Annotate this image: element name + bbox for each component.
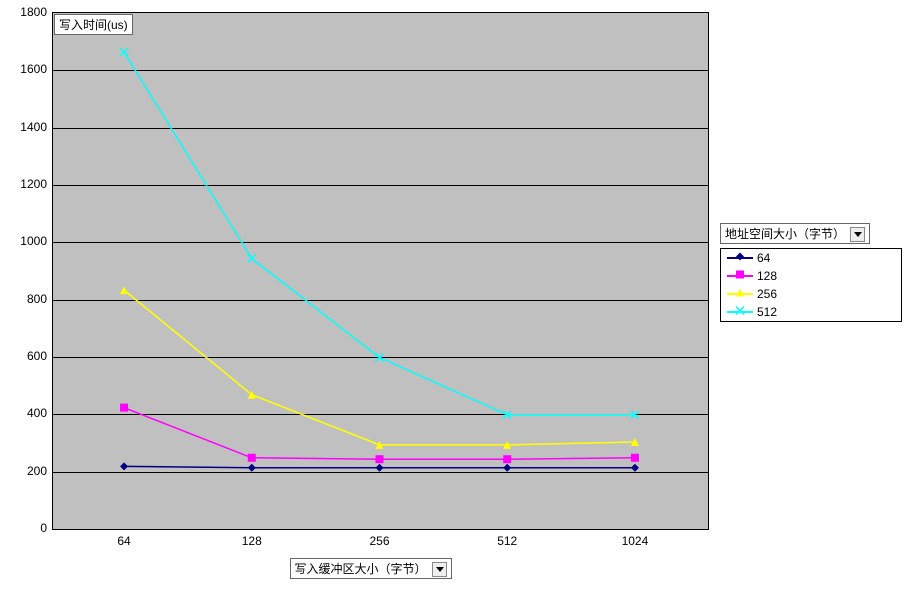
legend-item: 128 bbox=[721, 267, 901, 285]
y-axis-title-text: 写入时间(us) bbox=[59, 18, 128, 32]
y-tick-label: 200 bbox=[7, 464, 47, 478]
legend-box: 64 128 256 512 bbox=[720, 248, 902, 322]
x-tick-label: 128 bbox=[227, 534, 277, 548]
x-tick-label: 64 bbox=[99, 534, 149, 548]
x-axis-title[interactable]: 写入缓冲区大小（字节） bbox=[290, 558, 452, 579]
legend-title[interactable]: 地址空间大小（字节） bbox=[720, 223, 870, 244]
x-tick-label: 512 bbox=[482, 534, 532, 548]
x-tick-label: 256 bbox=[355, 534, 405, 548]
x-tick-label: 1024 bbox=[610, 534, 660, 548]
x-axis-title-text: 写入缓冲区大小（字节） bbox=[295, 562, 427, 576]
dropdown-icon[interactable] bbox=[850, 227, 865, 242]
y-axis-title: 写入时间(us) bbox=[54, 14, 133, 35]
y-tick-label: 800 bbox=[7, 292, 47, 306]
y-tick-label: 0 bbox=[7, 521, 47, 535]
y-tick-label: 600 bbox=[7, 349, 47, 363]
dropdown-icon[interactable] bbox=[432, 562, 447, 577]
y-tick-label: 1600 bbox=[7, 62, 47, 76]
legend-label: 64 bbox=[757, 251, 770, 265]
legend-item: 256 bbox=[721, 285, 901, 303]
chart-container: 0 200 400 600 800 1000 1200 1400 1600 1800 64 128 2… bbox=[0, 0, 911, 592]
y-tick-label: 1400 bbox=[7, 120, 47, 134]
legend-label: 512 bbox=[757, 305, 777, 319]
y-tick-label: 1000 bbox=[7, 234, 47, 248]
y-tick-label: 1800 bbox=[7, 5, 47, 19]
y-tick-label: 1200 bbox=[7, 177, 47, 191]
y-tick-label: 400 bbox=[7, 406, 47, 420]
legend-item: 512 bbox=[721, 303, 901, 321]
legend-label: 256 bbox=[757, 287, 777, 301]
legend-title-text: 地址空间大小（字节） bbox=[725, 227, 845, 241]
legend-label: 128 bbox=[757, 269, 777, 283]
legend-item: 64 bbox=[721, 249, 901, 267]
